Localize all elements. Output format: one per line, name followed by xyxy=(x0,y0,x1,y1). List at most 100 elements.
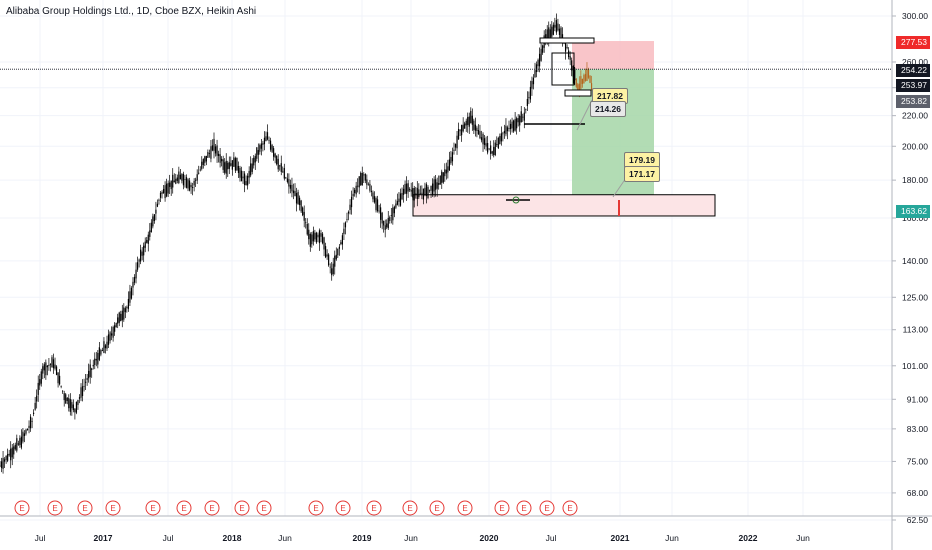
earnings-marker[interactable]: E xyxy=(105,500,121,516)
earnings-marker[interactable]: E xyxy=(204,500,220,516)
candle-body xyxy=(390,215,392,216)
x-tick-label: 2019 xyxy=(353,533,372,543)
callout-217-82[interactable]: 217.82 xyxy=(592,88,628,104)
candle-body xyxy=(480,137,483,141)
candle-body xyxy=(101,350,104,352)
earnings-marker[interactable]: E xyxy=(256,500,272,516)
price-axis[interactable]: 300.00260.00240.00220.00200.00180.00160.… xyxy=(891,0,928,550)
earnings-marker-label: E xyxy=(261,504,266,513)
chart-title: Alibaba Group Holdings Ltd., 1D, Cboe BZ… xyxy=(6,6,257,17)
earnings-marker[interactable]: E xyxy=(429,500,445,516)
candle-body xyxy=(253,157,255,166)
candle-body xyxy=(590,83,593,91)
candle-body xyxy=(169,182,171,187)
candle-body xyxy=(407,183,409,192)
candle-body xyxy=(299,197,301,206)
candle-body xyxy=(16,438,18,451)
earnings-marker[interactable]: E xyxy=(14,500,30,516)
candle-body xyxy=(245,181,247,186)
candle-body xyxy=(65,394,67,404)
candle-body xyxy=(103,341,105,353)
candle-body xyxy=(2,457,4,469)
candle-body xyxy=(164,185,166,199)
candle-body xyxy=(204,156,206,163)
earnings-marker[interactable]: E xyxy=(366,500,382,516)
candle-body xyxy=(36,395,38,402)
candle-body xyxy=(210,146,212,159)
x-tick-label: Jul xyxy=(546,533,557,543)
earnings-marker[interactable]: E xyxy=(562,500,578,516)
candle-body xyxy=(98,347,100,360)
candle-body xyxy=(315,232,318,243)
candle-body xyxy=(187,179,189,189)
candle-body xyxy=(572,65,574,77)
earnings-marker-label: E xyxy=(434,504,439,513)
candle-body xyxy=(519,115,521,126)
candle-body xyxy=(522,116,524,118)
candle-body xyxy=(450,156,452,164)
candle-body xyxy=(55,366,58,375)
candle-body xyxy=(59,375,61,385)
candle-body xyxy=(311,234,313,245)
earnings-marker[interactable]: E xyxy=(516,500,532,516)
earnings-marker[interactable]: E xyxy=(77,500,93,516)
earnings-marker[interactable]: E xyxy=(145,500,161,516)
earnings-marker[interactable]: E xyxy=(176,500,192,516)
earnings-marker-circle xyxy=(105,500,121,516)
candle-body xyxy=(306,224,308,235)
candle-body xyxy=(152,216,154,227)
y-tick-label: 140.00 xyxy=(902,256,928,266)
candle-body xyxy=(147,234,149,244)
candle-body xyxy=(52,359,55,369)
earnings-marker[interactable]: E xyxy=(494,500,510,516)
candle-body xyxy=(404,183,406,194)
candle-body xyxy=(312,231,314,242)
earnings-marker[interactable]: E xyxy=(402,500,418,516)
candle-body xyxy=(167,182,169,194)
candle-body xyxy=(48,364,50,367)
earnings-marker-circle xyxy=(308,500,324,516)
callout-171-17[interactable]: 171.17 xyxy=(624,166,660,182)
candle-body xyxy=(309,233,311,247)
candle-body xyxy=(112,326,114,338)
earnings-marker[interactable]: E xyxy=(234,500,250,516)
earnings-marker[interactable]: E xyxy=(308,500,324,516)
earnings-marker-circle xyxy=(234,500,250,516)
candle-body xyxy=(540,48,542,61)
earnings-marker[interactable]: E xyxy=(335,500,351,516)
candle-body xyxy=(574,68,576,81)
candle-body xyxy=(497,137,499,149)
candle-body xyxy=(250,163,252,176)
callout-214-26[interactable]: 214.26 xyxy=(590,101,626,117)
time-axis[interactable]: Jul 2017 Jul 2018 Jun 2019 Jun 2020 Jul 2021 Jun 20… xyxy=(0,515,932,543)
candle-body xyxy=(251,163,253,172)
candle-body xyxy=(534,70,536,78)
candle-body xyxy=(350,196,353,208)
candle-body xyxy=(355,185,357,195)
low-marker xyxy=(512,196,520,204)
earnings-marker[interactable]: E xyxy=(457,500,473,516)
earnings-marker[interactable]: E xyxy=(47,500,63,516)
earnings-marker-circle xyxy=(457,500,473,516)
candle-body xyxy=(0,465,1,467)
candle-body xyxy=(219,154,221,163)
stop-loss-zone xyxy=(572,41,654,70)
candle-body xyxy=(300,200,302,212)
candle-body xyxy=(182,173,185,186)
earnings-marker-label: E xyxy=(567,504,572,513)
candle-body xyxy=(34,402,36,410)
candle-body xyxy=(401,192,403,200)
earnings-marker-label: E xyxy=(181,504,186,513)
candle-body xyxy=(23,433,26,436)
candle-body xyxy=(580,76,582,89)
candle-body xyxy=(46,365,48,368)
candle-body xyxy=(8,453,10,456)
candle-body xyxy=(228,162,230,169)
candle-body xyxy=(378,210,380,212)
candle-body xyxy=(192,186,194,188)
candle-body xyxy=(227,162,229,170)
earnings-marker-circle xyxy=(494,500,510,516)
earnings-marker[interactable]: E xyxy=(539,500,555,516)
